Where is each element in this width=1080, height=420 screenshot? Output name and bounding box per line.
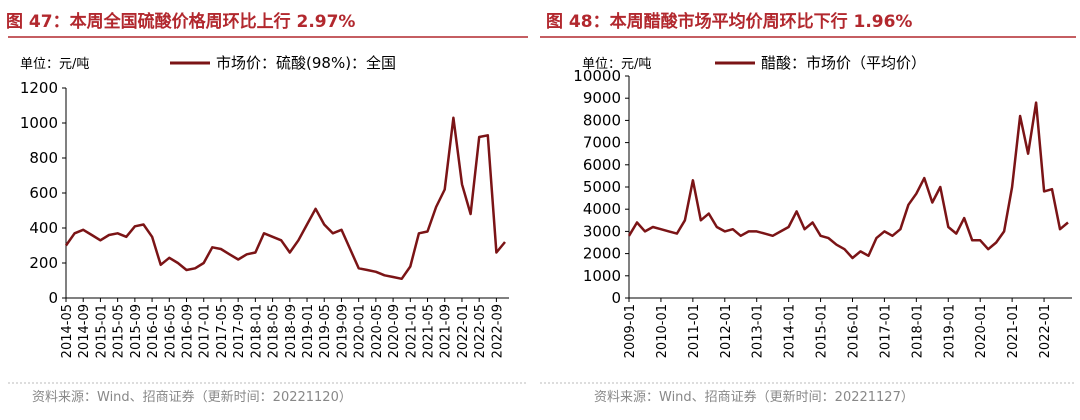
x-tick-label: 2018-05 <box>267 304 282 358</box>
x-tick-label: 2010-01 <box>655 304 670 358</box>
x-tick-label: 2017-09 <box>232 304 247 358</box>
y-tick-label: 1200 <box>20 79 58 97</box>
x-tick-label: 2016-09 <box>181 304 196 358</box>
source-note: 资料来源：Wind、招商证券（更新时间：20221120） <box>32 389 352 405</box>
x-tick-label: 2016-01 <box>146 304 161 358</box>
x-tick-label: 2020-01 <box>353 304 368 358</box>
x-tick-label: 2015-01 <box>815 304 830 358</box>
x-tick-label: 2019-01 <box>301 304 316 358</box>
x-tick-label: 2017-01 <box>878 304 893 358</box>
x-tick-label: 2017-01 <box>198 304 213 358</box>
x-tick-label: 2020-09 <box>387 304 402 358</box>
x-tick-label: 2015-05 <box>112 304 127 358</box>
x-tick-label: 2014-05 <box>60 304 75 358</box>
x-tick-label: 2018-09 <box>284 304 299 358</box>
x-tick-label: 2018-01 <box>910 304 925 358</box>
x-tick-label: 2019-09 <box>335 304 350 358</box>
x-tick-label: 2013-01 <box>751 304 766 358</box>
x-tick-label: 2015-01 <box>94 304 109 358</box>
chart-title: 图 47：本周全国硫酸价格周环比上行 2.97% <box>6 11 355 32</box>
y-tick-label: 4000 <box>583 200 621 218</box>
x-tick-label: 2021-09 <box>439 304 454 358</box>
x-tick-label: 2011-01 <box>687 304 702 358</box>
unit-label: 单位：元/吨 <box>582 57 651 72</box>
y-tick-label: 1000 <box>20 114 58 132</box>
y-tick-label: 2000 <box>583 245 621 263</box>
x-tick-label: 2019-01 <box>942 304 957 358</box>
y-tick-label: 800 <box>29 149 58 167</box>
y-tick-label: 0 <box>48 289 58 307</box>
x-tick-label: 2022-01 <box>1038 304 1053 358</box>
y-tick-label: 8000 <box>583 111 621 129</box>
y-tick-label: 9000 <box>583 89 621 107</box>
x-tick-label: 2021-05 <box>422 304 437 358</box>
x-tick-label: 2009-01 <box>623 304 638 358</box>
chart-title: 图 48：本周醋酸市场平均价周环比下行 1.96% <box>546 11 912 32</box>
y-tick-label: 600 <box>29 184 58 202</box>
x-tick-label: 2016-05 <box>163 304 178 358</box>
x-tick-label: 2015-09 <box>129 304 144 358</box>
y-tick-label: 6000 <box>583 156 621 174</box>
x-tick-label: 2017-05 <box>215 304 230 358</box>
unit-label: 单位：元/吨 <box>20 57 89 72</box>
x-tick-label: 2016-01 <box>846 304 861 358</box>
x-tick-label: 2020-05 <box>370 304 385 358</box>
legend-label: 醋酸：市场价（平均价） <box>761 54 926 72</box>
legend-label: 市场价：硫酸(98%)：全国 <box>216 54 396 72</box>
x-tick-label: 2022-05 <box>473 304 488 358</box>
y-tick-label: 3000 <box>583 222 621 240</box>
data-line <box>64 116 506 281</box>
y-tick-label: 7000 <box>583 134 621 152</box>
y-tick-label: 1000 <box>583 267 621 285</box>
x-tick-label: 2019-05 <box>318 304 333 358</box>
x-tick-label: 2014-01 <box>783 304 798 358</box>
x-tick-label: 2022-09 <box>490 304 505 358</box>
data-line <box>627 101 1069 260</box>
x-tick-label: 2014-09 <box>77 304 92 358</box>
y-tick-label: 5000 <box>583 178 621 196</box>
y-tick-label: 400 <box>29 219 58 237</box>
y-tick-label: 0 <box>611 289 621 307</box>
x-tick-label: 2021-01 <box>1006 304 1021 358</box>
y-tick-label: 10000 <box>573 67 621 85</box>
source-note: 资料来源：Wind、招商证券（更新时间：20221127） <box>594 389 914 405</box>
x-tick-label: 2022-01 <box>456 304 471 358</box>
x-tick-label: 2012-01 <box>719 304 734 358</box>
y-tick-label: 200 <box>29 254 58 272</box>
x-tick-label: 2018-01 <box>249 304 264 358</box>
x-tick-label: 2021-01 <box>404 304 419 358</box>
x-tick-label: 2020-01 <box>974 304 989 358</box>
